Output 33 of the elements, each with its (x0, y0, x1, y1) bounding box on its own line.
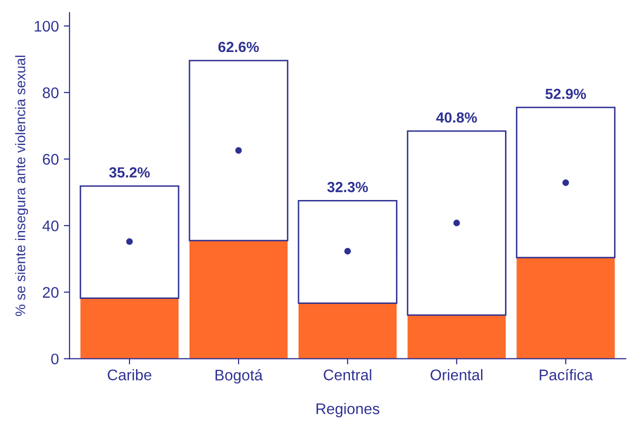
point (235, 147, 242, 154)
bar (189, 240, 288, 359)
x-axis-title: Regiones (316, 402, 380, 418)
annotation: 62.6% (218, 42, 259, 52)
bar (80, 298, 179, 359)
annotation: 52.9% (545, 88, 586, 100)
y-tick-label: 0 (51, 354, 59, 364)
bar (406, 130, 506, 316)
annotation: 35.2% (109, 167, 150, 178)
bar (516, 106, 616, 258)
x-tick-label: Central (324, 369, 372, 380)
x-tick-label: Caribe (108, 369, 152, 380)
y-tick-label: 20 (42, 287, 59, 298)
x-tick-label: Pacífica (540, 368, 593, 380)
bar (408, 315, 506, 359)
bar (80, 185, 180, 299)
bar (516, 258, 615, 359)
point (344, 248, 351, 255)
point (126, 238, 133, 245)
point (562, 179, 569, 186)
annotation: 40.8% (436, 112, 477, 123)
bar (298, 303, 397, 359)
x-tick-label: Oriental (430, 369, 482, 380)
point (453, 220, 460, 226)
y-tick-label: 100 (34, 20, 59, 32)
bar (298, 200, 398, 304)
y-tick-label: 80 (42, 87, 59, 98)
bar (188, 60, 288, 242)
y-tick-label: 60 (42, 154, 59, 165)
annotation: 32.3% (327, 182, 368, 192)
x-tick-label: Bogotá (216, 369, 263, 384)
y-axis-title: % se siente insegura ante violencia sexual (15, 56, 28, 316)
y-tick-label: 40 (42, 220, 59, 232)
